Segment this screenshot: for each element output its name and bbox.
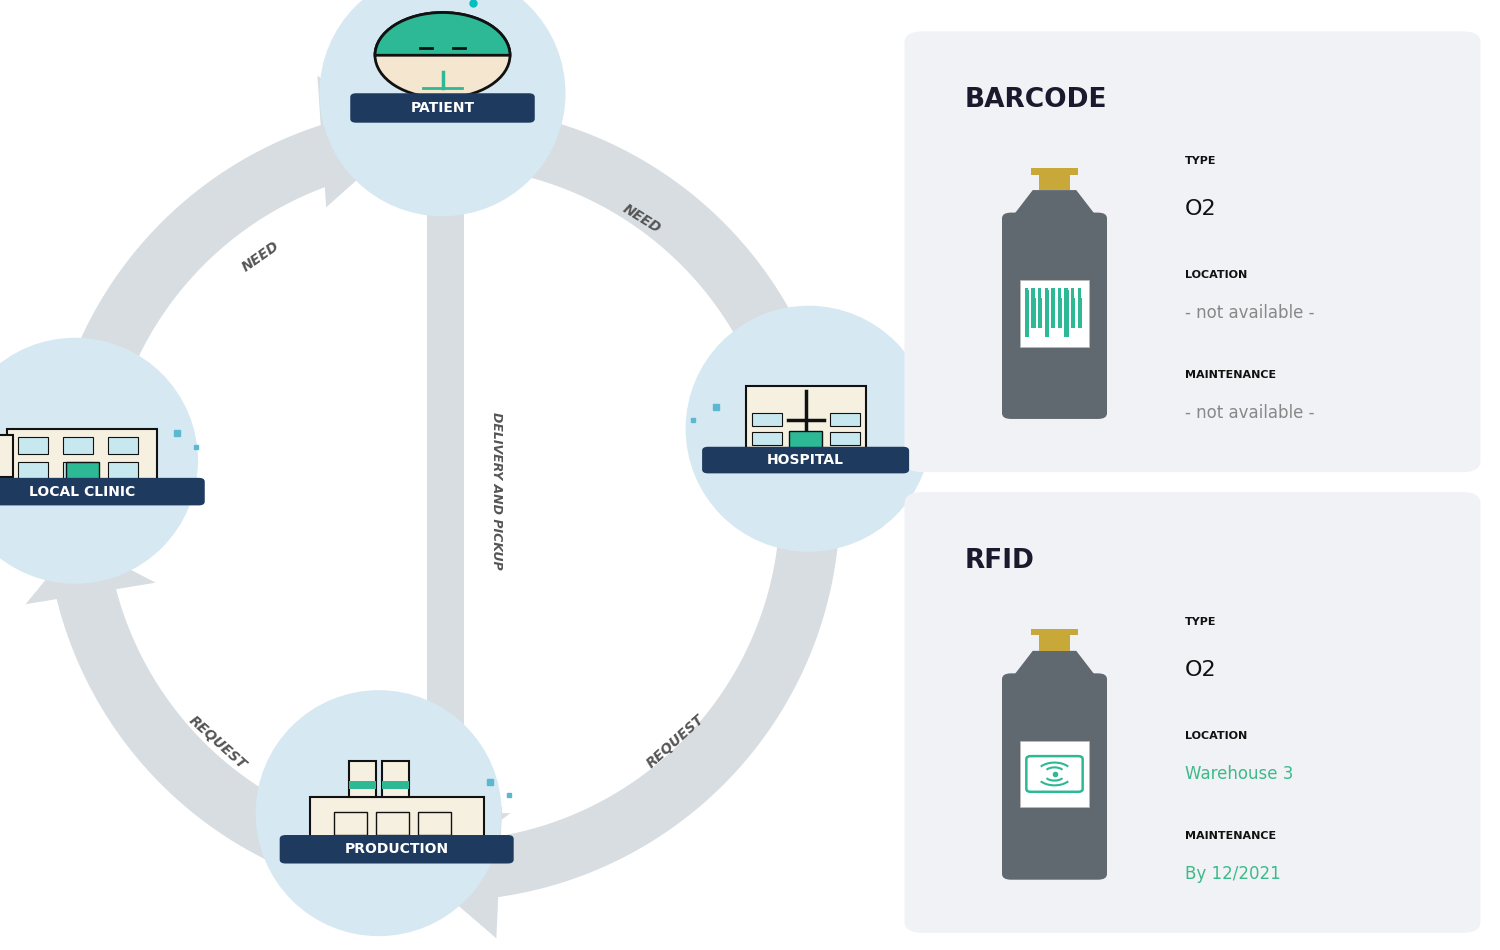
Bar [1040,172,1070,190]
Bar [830,412,860,426]
Text: LOCATION: LOCATION [1185,732,1248,741]
Bar [427,169,464,813]
Bar [348,781,375,789]
Bar [752,412,782,426]
Bar [18,437,48,454]
Bar [1032,298,1036,328]
Bar [1032,288,1035,305]
Text: - not available -: - not available - [1185,305,1314,322]
Circle shape [375,12,510,98]
FancyBboxPatch shape [702,446,909,473]
Bar [18,462,48,479]
Bar [1052,288,1054,305]
Bar [1032,168,1077,175]
Bar [830,431,860,445]
Bar [348,761,375,797]
FancyBboxPatch shape [279,835,513,864]
Bar [789,430,822,454]
Text: LOCAL CLINIC: LOCAL CLINIC [30,484,135,499]
Bar [1071,298,1076,328]
Polygon shape [46,108,406,468]
Polygon shape [712,356,839,428]
Bar [1024,290,1029,336]
Bar [375,812,408,835]
Bar [1020,741,1089,808]
Text: BARCODE: BARCODE [964,86,1107,113]
Text: TYPE: TYPE [1185,157,1216,166]
FancyBboxPatch shape [1026,756,1083,791]
Text: Warehouse 3: Warehouse 3 [1185,766,1293,783]
Bar [333,812,366,835]
Text: RFID: RFID [964,547,1035,574]
Text: MAINTENANCE: MAINTENANCE [1185,370,1276,380]
Text: O2: O2 [1185,659,1216,680]
FancyBboxPatch shape [1002,213,1107,419]
Bar [1071,288,1074,305]
Polygon shape [46,539,327,877]
Bar [1044,288,1048,305]
Bar [63,437,93,454]
Bar [1065,288,1068,305]
Polygon shape [417,807,503,939]
Bar [1040,633,1070,651]
Bar [1032,629,1077,636]
Bar [1024,288,1028,305]
Text: DELIVERY AND PICKUP: DELIVERY AND PICKUP [490,412,502,570]
Text: REQUEST: REQUEST [644,712,706,770]
Polygon shape [381,813,510,863]
Bar [309,797,483,845]
Text: NEED: NEED [240,238,282,275]
Bar [108,462,138,479]
Bar [381,761,408,797]
Bar [1052,298,1056,328]
FancyBboxPatch shape [0,478,204,505]
Bar [746,386,866,454]
Bar [1044,290,1048,336]
Ellipse shape [686,306,932,552]
Ellipse shape [320,0,566,217]
Text: MAINTENANCE: MAINTENANCE [1185,831,1276,841]
Bar [752,431,782,445]
Polygon shape [478,108,831,433]
Bar [1058,298,1062,328]
Bar [108,437,138,454]
Bar [1038,298,1042,328]
Polygon shape [318,76,404,207]
Bar [1020,280,1089,347]
Bar [1038,288,1041,305]
Bar [1058,288,1060,305]
Text: PRODUCTION: PRODUCTION [345,843,448,856]
Bar [1077,288,1082,305]
Bar [0,435,13,477]
Polygon shape [26,542,156,604]
Bar [66,462,99,486]
FancyBboxPatch shape [904,31,1480,472]
Text: LOCATION: LOCATION [1185,271,1248,280]
Text: O2: O2 [1185,199,1216,219]
Polygon shape [1011,651,1098,679]
Polygon shape [416,539,839,901]
FancyBboxPatch shape [904,492,1480,933]
FancyBboxPatch shape [1002,674,1107,880]
Bar [1077,298,1082,328]
Bar [63,462,93,479]
Bar [417,812,450,835]
Wedge shape [375,12,510,55]
Bar [8,429,158,486]
Bar [1065,290,1068,336]
Text: HOSPITAL: HOSPITAL [766,453,844,467]
FancyBboxPatch shape [350,93,534,123]
Polygon shape [1011,190,1098,218]
Text: - not available -: - not available - [1185,405,1314,422]
Text: TYPE: TYPE [1185,618,1216,627]
Text: REQUEST: REQUEST [186,713,249,772]
Polygon shape [381,120,510,169]
Bar [381,781,408,789]
Text: PATIENT: PATIENT [411,101,474,115]
Ellipse shape [0,338,198,583]
Text: By 12/2021: By 12/2021 [1185,865,1281,883]
Text: NEED: NEED [621,201,663,236]
Ellipse shape [255,690,501,936]
